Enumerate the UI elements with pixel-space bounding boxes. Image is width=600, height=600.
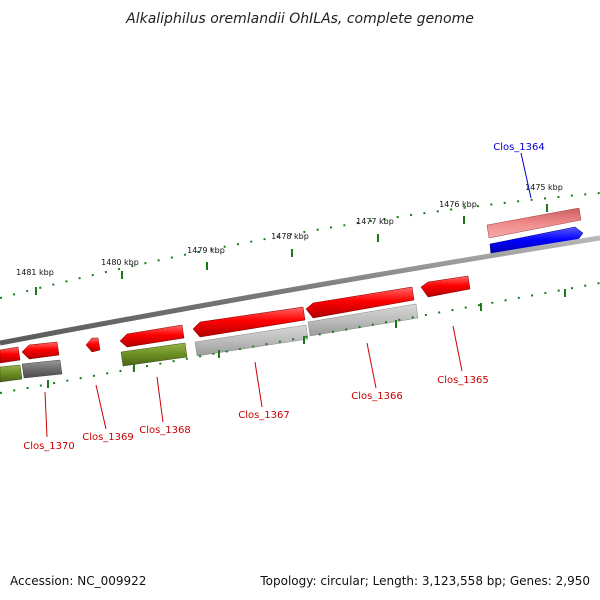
scale-label-1475: 1475 kbp	[525, 183, 563, 192]
olive-feature-1	[120, 342, 188, 367]
gray-feature-1	[307, 303, 419, 337]
scale-label-1479: 1479 kbp	[187, 246, 225, 255]
dark-gray-feature	[21, 359, 63, 379]
outer-scale-major-ticks	[35, 204, 548, 295]
reverse-cds-clos-1365	[420, 275, 471, 298]
leader-line-clos-1367	[254, 361, 263, 408]
map-title: Alkaliphilus oremlandii OhILAs, complete…	[125, 11, 474, 27]
leader-line-clos-1370	[44, 391, 48, 438]
gene-label-clos-1364[interactable]: Clos_1364	[493, 142, 545, 153]
inner-scale-major-ticks	[47, 289, 566, 388]
genome-backbone	[0, 235, 600, 346]
gene-label-clos-1365[interactable]: Clos_1365	[437, 375, 489, 386]
gene-label-clos-1366[interactable]: Clos_1366	[351, 391, 403, 402]
scale-label-1476: 1476 kbp	[439, 200, 477, 209]
reverse-cds-clos-1366	[305, 286, 415, 319]
reverse-cds-clos-1368	[119, 324, 185, 348]
gene-label-clos-1369[interactable]: Clos_1369	[82, 432, 134, 443]
scale-label-1481: 1481 kbp	[16, 268, 54, 277]
forward-feature-pink	[486, 207, 582, 239]
scale-label-1478: 1478 kbp	[271, 232, 309, 241]
gene-label-clos-1367[interactable]: Clos_1367	[238, 410, 290, 421]
reverse-cds-clos-1367	[192, 306, 306, 338]
leader-line-clos-1369	[95, 384, 107, 430]
reverse-cds-clos-1370	[21, 341, 60, 360]
leader-line-clos-1365	[452, 325, 463, 372]
gray-feature-2	[194, 324, 309, 357]
leader-line-clos-1366	[366, 342, 377, 389]
leader-line-clos-1364	[520, 152, 532, 199]
leader-line-clos-1368	[156, 376, 164, 423]
gene-label-clos-1368[interactable]: Clos_1368	[139, 425, 191, 436]
genome-summary-text: Topology: circular; Length: 3,123,558 bp…	[260, 574, 590, 588]
gene-label-clos-1370[interactable]: Clos_1370	[23, 441, 75, 452]
accession-text: Accession: NC_009922	[10, 574, 147, 588]
scale-label-1477: 1477 kbp	[356, 217, 394, 226]
scale-label-1480: 1480 kbp	[101, 258, 139, 267]
olive-feature-edge	[0, 364, 23, 383]
reverse-cds-clos-1369	[85, 337, 101, 353]
reverse-cds-edge	[0, 346, 21, 364]
